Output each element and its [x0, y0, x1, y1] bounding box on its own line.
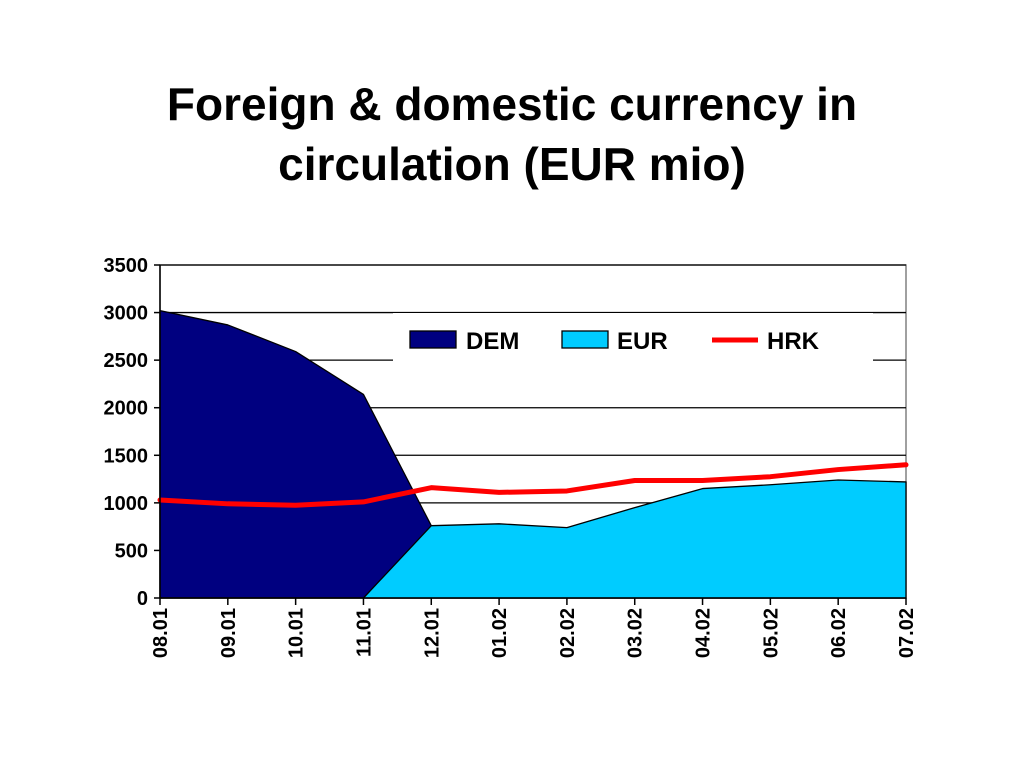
y-tick-label: 1000	[104, 493, 149, 515]
x-tick-label: 03.02	[625, 608, 647, 658]
x-tick-label: 02.02	[557, 608, 579, 658]
line-series	[157, 462, 909, 508]
legend: DEM EUR HRK	[393, 313, 873, 367]
y-tick-label: 500	[115, 540, 148, 562]
x-tick-label: 12.01	[421, 608, 443, 658]
slide-title-line-1: Foreign & domestic currency in	[166, 78, 858, 130]
x-tick-label: 06.02	[828, 608, 850, 658]
legend-box	[393, 313, 873, 367]
y-tick-label: 2000	[104, 398, 149, 420]
x-tick-label: 10.01	[286, 608, 308, 658]
x-tick-label: 09.01	[218, 608, 240, 658]
legend-label-dem: DEM	[466, 328, 519, 355]
slide-title: Foreign & domestic currency in circulati…	[0, 74, 1024, 194]
axes: 0 500 1000 1500 2000 2500 3000 3500 08.01 09.01 10…	[104, 255, 919, 658]
x-tick-label: 08.01	[150, 608, 172, 658]
y-tick-label: 3500	[104, 255, 149, 277]
x-tick-label: 07.02	[896, 608, 918, 658]
legend-label-eur: EUR	[617, 328, 668, 355]
legend-swatch-eur	[561, 330, 609, 349]
line-series-hrk	[157, 462, 909, 508]
x-tick-label: 11.01	[353, 608, 375, 657]
legend-swatch-dem	[409, 330, 457, 349]
x-tick-label: 01.02	[489, 608, 511, 658]
legend-label-hrk: HRK	[767, 328, 820, 355]
y-tick-label: 3000	[104, 303, 149, 325]
x-tick-label: 05.02	[760, 608, 782, 658]
y-tick-label: 1500	[104, 445, 149, 467]
x-tick-label: 04.02	[693, 608, 715, 658]
y-tick-label: 0	[137, 588, 148, 610]
y-tick-label: 2500	[104, 350, 149, 372]
slide-title-line-2: circulation (EUR mio)	[278, 138, 746, 190]
